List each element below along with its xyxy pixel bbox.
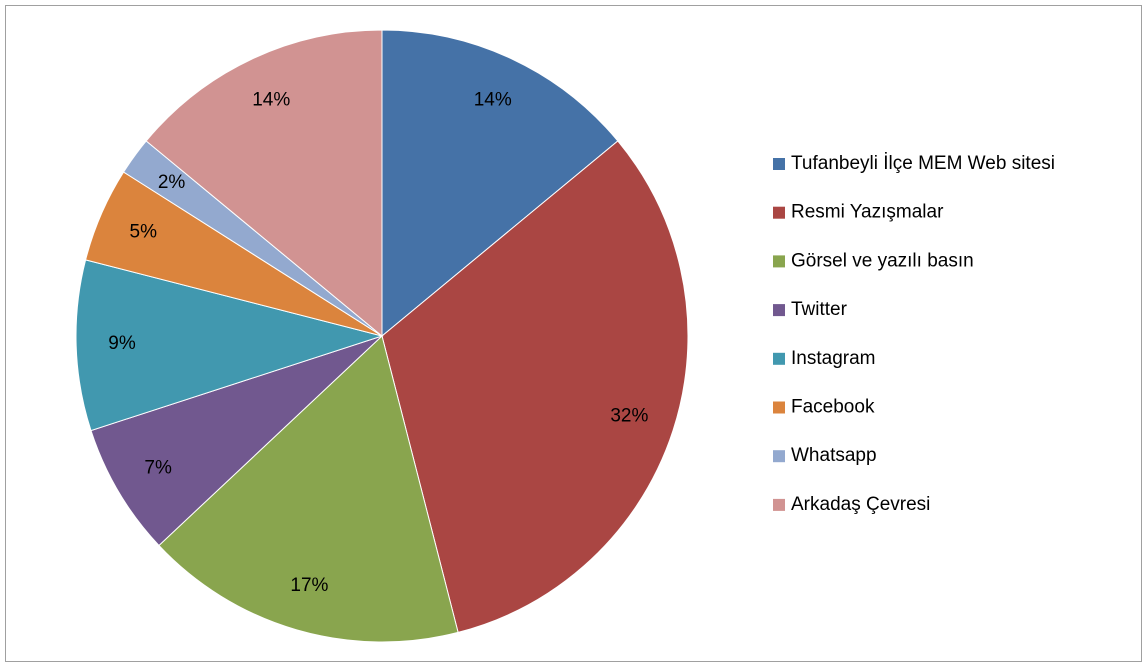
legend-label: Resmi Yazışmalar	[791, 202, 944, 223]
data-label: 14%	[474, 90, 512, 111]
legend-swatch	[773, 401, 785, 414]
pie-slice	[145, 29, 383, 338]
legend-swatch	[773, 304, 785, 317]
data-label: 9%	[108, 333, 136, 354]
pie-slice	[90, 335, 383, 547]
pie-slice	[381, 29, 619, 338]
data-label: 7%	[144, 457, 172, 478]
legend-label: Arkadaş Çevresi	[791, 494, 930, 515]
legend-label: Whatsapp	[791, 445, 877, 466]
legend-label: Instagram	[791, 348, 875, 369]
legend-label: Twitter	[791, 299, 848, 320]
legend-swatch	[773, 450, 785, 463]
legend-label: Tufanbeyli İlçe MEM Web sitesi	[791, 153, 1055, 174]
data-label: 14%	[252, 90, 290, 111]
pie-slice	[158, 335, 459, 643]
legend-swatch	[773, 158, 785, 170]
data-label: 17%	[290, 575, 328, 596]
pie-slice	[75, 259, 384, 432]
legend-swatch	[773, 255, 785, 268]
data-label: 5%	[130, 222, 158, 243]
data-label: 32%	[610, 405, 648, 426]
legend-swatch	[773, 206, 785, 219]
legend-swatch	[773, 352, 785, 365]
pie-slice	[381, 140, 689, 633]
legend-label: Facebook	[791, 397, 875, 418]
data-label: 2%	[158, 172, 186, 193]
legend-label: Görsel ve yazılı basın	[791, 250, 974, 271]
legend-swatch	[773, 498, 785, 511]
